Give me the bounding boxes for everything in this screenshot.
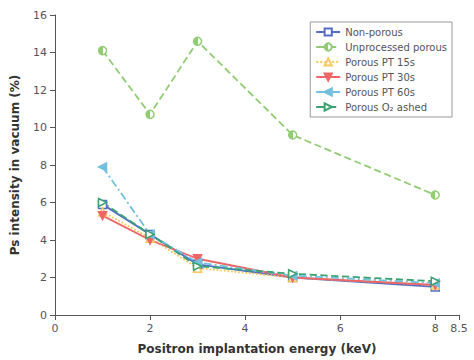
svg-text:14: 14 [33,46,47,59]
svg-text:0: 0 [40,309,47,322]
svg-text:16: 16 [33,9,47,22]
svg-text:8.5: 8.5 [450,322,468,335]
svg-text:10: 10 [33,121,47,134]
svg-text:2: 2 [40,271,47,284]
svg-text:6: 6 [40,196,47,209]
svg-text:4: 4 [40,234,47,247]
svg-text:6: 6 [337,322,344,335]
svg-text:2: 2 [147,322,154,335]
svg-text:Porous PT 60s: Porous PT 60s [345,87,415,98]
svg-text:4: 4 [242,322,249,335]
svg-text:Positron implantation energy (: Positron implantation energy (keV) [138,342,377,356]
svg-text:12: 12 [33,84,47,97]
svg-text:Porous PT 15s: Porous PT 15s [345,57,415,68]
svg-text:Porous O₂ ashed: Porous O₂ ashed [345,102,427,113]
svg-text:8: 8 [432,322,439,335]
svg-text:Non-porous: Non-porous [345,27,403,38]
svg-text:0: 0 [52,322,59,335]
svg-text:8: 8 [40,159,47,172]
svg-text:Unprocessed porous: Unprocessed porous [345,42,447,53]
svg-text:Ps intensity in vacuum (%): Ps intensity in vacuum (%) [8,75,22,256]
svg-text:Porous PT 30s: Porous PT 30s [345,72,415,83]
